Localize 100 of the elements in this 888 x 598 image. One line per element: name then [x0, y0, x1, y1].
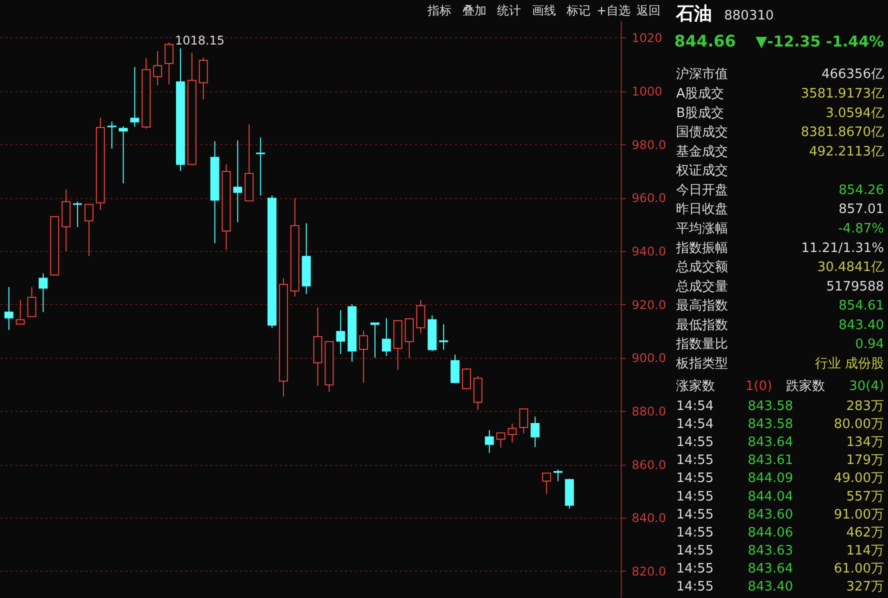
- candlestick: [256, 136, 266, 196]
- annotation: 1018.15: [175, 34, 225, 48]
- text: 14:55: [676, 489, 714, 504]
- candlestick: [153, 50, 162, 86]
- candlestick: [462, 368, 471, 390]
- y-tick-label: 900.0: [632, 351, 666, 366]
- category-label: 最高指数: [676, 298, 728, 314]
- text: 844.66: [674, 31, 736, 50]
- text: 843.60: [748, 507, 794, 522]
- text: 844.04: [748, 489, 794, 504]
- category-label: A股成交: [676, 86, 724, 102]
- text: 1(0): [746, 378, 772, 394]
- text: 844.06: [748, 525, 794, 540]
- category-label: 总成交额: [675, 259, 728, 276]
- text: 11.21/1.31%: [801, 240, 884, 256]
- text: 91.00万: [834, 507, 884, 522]
- text: 114万: [846, 544, 884, 559]
- text: 涨家数: [676, 378, 716, 394]
- candlestick: [336, 310, 346, 354]
- candlestick: [473, 375, 482, 410]
- candlestick: [84, 204, 94, 257]
- y-tick-label: 820.0: [632, 564, 666, 578]
- text: 14:54: [676, 398, 714, 414]
- category-label: B股成交: [676, 104, 724, 121]
- candlestick: [73, 201, 82, 228]
- candlestick: [27, 286, 36, 318]
- text: 14:55: [676, 435, 714, 450]
- text: 843.40: [748, 580, 794, 595]
- text: 466356亿: [821, 67, 884, 82]
- category-label: 指数量比: [675, 337, 728, 352]
- text: 843.64: [748, 435, 794, 450]
- text: 557万: [846, 489, 884, 504]
- text: 14:55: [676, 507, 714, 522]
- text: 843.58: [748, 398, 794, 414]
- candlestick: [519, 408, 528, 434]
- candlestick: [496, 432, 506, 448]
- text: 179万: [846, 453, 884, 468]
- candlestick: [382, 318, 391, 357]
- category-label: 昨日收盘: [676, 202, 728, 218]
- category-label: 权证成交: [675, 162, 728, 179]
- text: 134万: [846, 435, 884, 450]
- text: 857.01: [838, 202, 884, 218]
- candlestick: [370, 322, 380, 358]
- category-label: 基金成交: [676, 143, 728, 160]
- y-tick-label: 980.0: [632, 138, 666, 152]
- text: 843.63: [748, 544, 794, 559]
- text: 跌家数: [786, 378, 826, 394]
- candlestick: [107, 121, 116, 150]
- text: 854.61: [838, 298, 884, 314]
- candlestick: [484, 430, 494, 454]
- text: 49.00万: [834, 471, 884, 486]
- y-tick-label: 1020: [632, 31, 662, 46]
- category-label: 沪深市值: [676, 66, 728, 82]
- text: 30(4): [849, 378, 884, 394]
- y-tick-label: 860.0: [632, 458, 666, 472]
- category-label: 今日开盘: [676, 182, 728, 198]
- text: 3581.9173亿: [800, 86, 884, 102]
- annotation: 标记: [566, 3, 591, 18]
- text: 61.00万: [834, 562, 884, 577]
- text: 843.58: [748, 416, 794, 432]
- text: 14:55: [676, 525, 714, 540]
- category-label: 平均涨幅: [676, 221, 728, 236]
- category-label: 指数振幅: [675, 240, 728, 256]
- text: 0.94: [855, 337, 884, 352]
- text: 30.4841亿: [817, 260, 884, 276]
- candlestick: [233, 140, 242, 223]
- text: -4.87%: [838, 221, 884, 236]
- candlestick: [130, 66, 140, 128]
- y-tick-label: 920.0: [632, 298, 666, 312]
- text: 14:55: [676, 453, 714, 468]
- candlestick: [542, 472, 552, 494]
- candlestick: [404, 318, 414, 359]
- text: 3.0594亿: [826, 106, 884, 121]
- category-label: 板指类型: [675, 356, 728, 372]
- category-label: 最低指数: [676, 318, 728, 333]
- candlestick: [554, 469, 562, 482]
- text: 283万: [846, 398, 884, 414]
- y-tick-label: 940.0: [632, 244, 666, 258]
- candlestick: [198, 57, 208, 100]
- text: 80.00万: [834, 416, 884, 432]
- text: 843.40: [838, 318, 884, 333]
- y-tick-label: 840.0: [632, 511, 666, 526]
- text: 14:55: [676, 580, 714, 595]
- text: 854.26: [838, 182, 884, 198]
- text: 14:55: [676, 562, 714, 577]
- text: +自选: [596, 3, 631, 18]
- category-label: 国债成交: [676, 124, 728, 140]
- text: 8381.8670亿: [800, 125, 884, 140]
- candlestick: [38, 272, 48, 313]
- text: 843.64: [748, 562, 794, 577]
- candlestick: [164, 42, 174, 85]
- text: 石油: [675, 3, 712, 24]
- candlestick: [4, 286, 14, 330]
- y-tick-label: 880.0: [632, 404, 666, 418]
- candlestick: [118, 126, 128, 184]
- text: 462万: [846, 525, 884, 540]
- text: 327万: [846, 580, 884, 595]
- y-tick-label: 1000: [632, 84, 662, 98]
- text: 844.09: [748, 471, 794, 486]
- text: 492.2113亿: [809, 144, 884, 160]
